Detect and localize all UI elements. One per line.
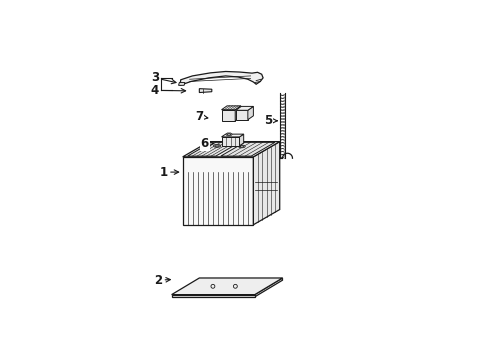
Polygon shape xyxy=(221,137,239,146)
Polygon shape xyxy=(225,133,232,136)
Polygon shape xyxy=(221,110,235,121)
Polygon shape xyxy=(220,142,274,156)
Polygon shape xyxy=(239,145,244,147)
Polygon shape xyxy=(226,134,230,135)
Text: 2: 2 xyxy=(153,274,170,287)
Polygon shape xyxy=(203,145,208,147)
Polygon shape xyxy=(187,142,239,156)
Polygon shape xyxy=(183,141,279,157)
Text: 3: 3 xyxy=(151,71,176,84)
Polygon shape xyxy=(221,134,243,137)
Polygon shape xyxy=(214,145,219,147)
Polygon shape xyxy=(171,294,254,297)
Polygon shape xyxy=(235,107,253,110)
Text: 7: 7 xyxy=(195,110,207,123)
Polygon shape xyxy=(178,82,184,85)
Polygon shape xyxy=(202,144,210,148)
Polygon shape xyxy=(254,278,282,297)
Text: 4: 4 xyxy=(150,84,185,97)
Polygon shape xyxy=(213,144,221,148)
Polygon shape xyxy=(253,141,279,225)
Polygon shape xyxy=(183,157,253,225)
Polygon shape xyxy=(171,278,282,294)
Text: 5: 5 xyxy=(264,114,277,127)
Polygon shape xyxy=(199,89,211,93)
Text: 1: 1 xyxy=(159,166,178,179)
Text: 6: 6 xyxy=(201,137,213,150)
Polygon shape xyxy=(235,106,240,121)
Polygon shape xyxy=(239,134,243,146)
Polygon shape xyxy=(235,110,247,120)
Polygon shape xyxy=(238,145,245,148)
Polygon shape xyxy=(221,106,240,110)
Polygon shape xyxy=(180,72,263,85)
Polygon shape xyxy=(247,107,253,120)
